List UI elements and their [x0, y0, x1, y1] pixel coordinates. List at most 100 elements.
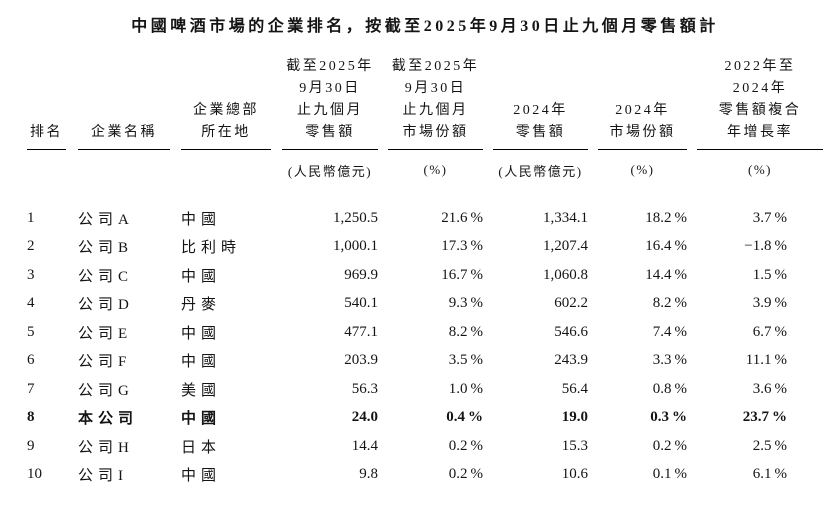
header-line: 9月30日 [404, 81, 467, 96]
cell-company: 公司F [78, 354, 132, 371]
cell-retail-9m2025: 1,250.5 [333, 209, 378, 226]
cell-share-9m2025: 21.6 % [441, 209, 483, 226]
cell-retail-9m2025: 56.3 [351, 380, 378, 397]
header-line: 年增長率 [727, 125, 793, 140]
cell-retail-2024: 1,207.4 [543, 238, 588, 255]
cell-hq: 中國 [181, 354, 222, 371]
cell-share-9m2025: 16.7 % [441, 266, 483, 283]
header-line: 排名 [30, 125, 63, 140]
header-line: 零售額 [305, 125, 355, 140]
table-row: 2 公司B 比利時 1,000.1 17.3 % 1,207.4 16.4 % … [27, 233, 823, 262]
cell-hq: 中國 [181, 411, 222, 428]
cell-rank: 4 [27, 295, 35, 312]
column-header-company: 企業名稱 [78, 56, 181, 150]
cell-share-2024: 16.4 % [645, 238, 687, 255]
cell-company: 本公司 [78, 411, 139, 428]
header-line: 2024年 [513, 103, 568, 118]
cell-cagr: 6.7 % [752, 323, 787, 340]
cell-retail-2024: 546.6 [554, 323, 588, 340]
cell-cagr: 2.5 % [752, 437, 787, 454]
cell-company: 公司E [78, 325, 133, 342]
column-header-share-9m2025: 截至2025年 9月30日 止九個月 市場份額 [388, 56, 493, 150]
cell-retail-9m2025: 477.1 [344, 323, 378, 340]
cell-retail-9m2025: 203.9 [344, 352, 378, 369]
unit-cell [78, 150, 181, 190]
table-header: 排名 企業名稱 企業總部 所在地 截至2025年 9月30日 止九個月 [27, 56, 823, 190]
header-line: 所在地 [201, 125, 251, 140]
cell-rank: 7 [27, 380, 35, 397]
header-line: 零售額 [515, 125, 566, 140]
unit-cell: (%) [423, 162, 448, 177]
cell-rank: 6 [27, 352, 35, 369]
unit-cell: (人民幣億元) [498, 163, 583, 179]
header-line: 9月30日 [299, 81, 361, 96]
cell-hq: 美國 [181, 382, 222, 399]
cell-cagr: 6.1 % [752, 466, 787, 483]
cell-cagr: 1.5 % [752, 266, 787, 283]
cell-share-9m2025: 3.5 % [448, 352, 483, 369]
cell-rank: 1 [27, 209, 35, 226]
cell-hq: 日本 [181, 439, 222, 456]
unit-cell [181, 150, 282, 190]
table-row: 9 公司H 日本 14.4 0.2 % 15.3 0.2 % 2.5 % [27, 432, 823, 461]
cell-company: 公司I [78, 468, 128, 485]
column-header-rank: 排名 [27, 56, 78, 150]
header-line: 2024年 [615, 103, 670, 118]
header-line: 截至2025年 [391, 59, 480, 74]
cell-retail-2024: 56.4 [561, 380, 588, 397]
header-line: 零售額複合 [718, 103, 802, 118]
header-line: 止九個月 [297, 103, 363, 118]
table-row: 3 公司C 中國 969.9 16.7 % 1,060.8 14.4 % 1.5… [27, 261, 823, 290]
cell-cagr: 3.7 % [752, 209, 787, 226]
table-row: 10 公司I 中國 9.8 0.2 % 10.6 0.1 % 6.1 % [27, 461, 823, 490]
cell-company: 公司C [78, 268, 134, 285]
header-line: 截至2025年 [286, 59, 374, 74]
table-row-own-company: 8 本公司 中國 24.0 0.4 % 19.0 0.3 % 23.7 % [27, 404, 823, 433]
cell-cagr: 23.7 % [742, 409, 787, 426]
cell-share-9m2025: 8.2 % [448, 323, 483, 340]
cell-hq: 中國 [181, 268, 222, 285]
header-line: 企業總部 [193, 103, 259, 118]
column-header-share-2024: 2024年 市場份額 [598, 56, 697, 150]
cell-rank: 5 [27, 323, 35, 340]
cell-share-9m2025: 9.3 % [448, 295, 483, 312]
header-line: 市場份額 [402, 125, 469, 140]
unit-cell: (%) [748, 162, 772, 177]
table-row: 6 公司F 中國 203.9 3.5 % 243.9 3.3 % 11.1 % [27, 347, 823, 376]
cell-retail-2024: 10.6 [561, 466, 588, 483]
table-row: 5 公司E 中國 477.1 8.2 % 546.6 7.4 % 6.7 % [27, 318, 823, 347]
cell-share-2024: 8.2 % [652, 295, 687, 312]
cell-share-9m2025: 17.3 % [441, 238, 483, 255]
cell-cagr: 3.6 % [752, 380, 787, 397]
cell-hq: 丹麥 [181, 297, 222, 314]
cell-retail-9m2025: 969.9 [344, 266, 378, 283]
cell-retail-2024: 243.9 [554, 352, 588, 369]
cell-share-2024: 0.1 % [652, 466, 687, 483]
cell-rank: 8 [27, 409, 35, 426]
table-body: 1 公司A 中國 1,250.5 21.6 % 1,334.1 18.2 % 3… [27, 190, 823, 489]
cell-cagr: −1.8 % [744, 238, 787, 255]
cell-retail-9m2025: 14.4 [351, 437, 378, 454]
cell-retail-9m2025: 24.0 [351, 409, 378, 426]
cell-rank: 9 [27, 437, 35, 454]
unit-cell [27, 150, 78, 190]
cell-retail-2024: 602.2 [554, 295, 588, 312]
cell-retail-9m2025: 9.8 [359, 466, 378, 483]
header-line: 市場份額 [609, 125, 676, 140]
cell-cagr: 11.1 % [745, 352, 787, 369]
unit-cell: (%) [630, 162, 655, 177]
cell-company: 公司H [78, 439, 134, 456]
cell-retail-9m2025: 1,000.1 [333, 238, 378, 255]
cell-retail-2024: 1,060.8 [543, 266, 588, 283]
header-line: 企業名稱 [91, 125, 157, 140]
cell-company: 公司D [78, 297, 134, 314]
cell-company: 公司B [78, 240, 134, 257]
cell-retail-2024: 15.3 [561, 437, 588, 454]
header-line: 止九個月 [402, 103, 469, 118]
cell-share-9m2025: 0.2 % [448, 437, 483, 454]
cell-hq: 中國 [181, 325, 222, 342]
cell-cagr: 3.9 % [752, 295, 787, 312]
header-line: 2022年至 [724, 59, 796, 74]
header-line: 2024年 [732, 81, 788, 96]
table-row: 7 公司G 美國 56.3 1.0 % 56.4 0.8 % 3.6 % [27, 375, 823, 404]
